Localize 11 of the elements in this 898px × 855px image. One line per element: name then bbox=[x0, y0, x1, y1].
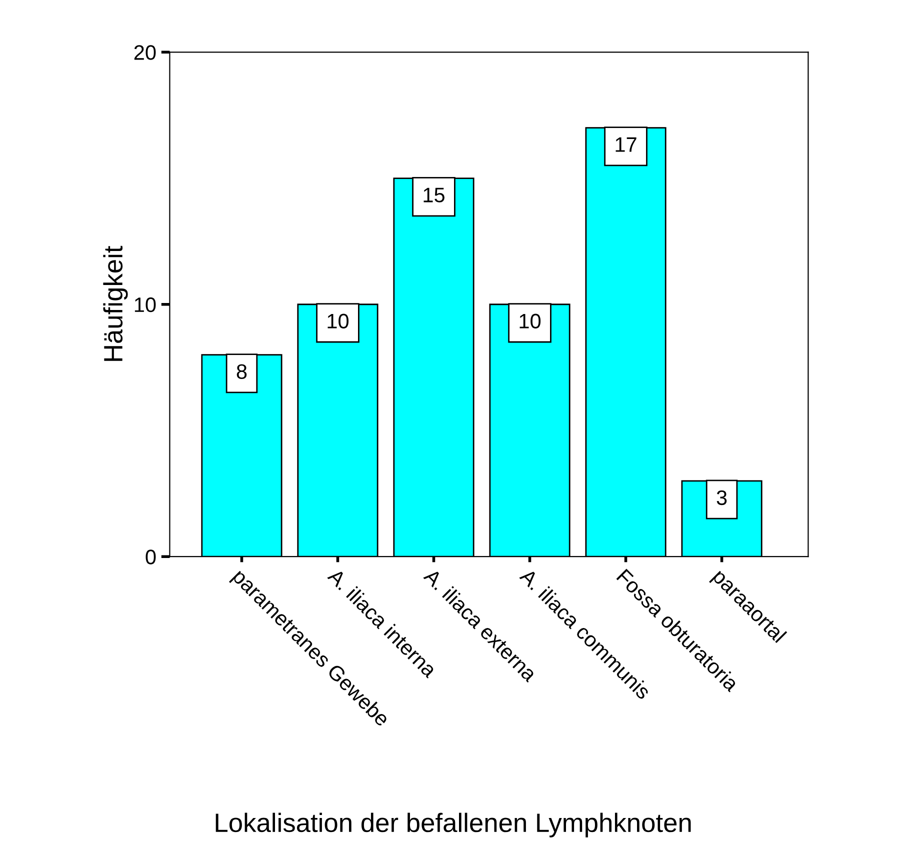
data-label: 10 bbox=[520, 314, 541, 329]
data-label: 8 bbox=[236, 364, 247, 379]
data-label: 17 bbox=[616, 137, 636, 152]
data-label: 15 bbox=[424, 188, 444, 202]
x-axis-title: Lokalisation der befallenen Lymphknoten bbox=[216, 812, 691, 838]
y-tick-label: 0 bbox=[146, 550, 156, 564]
data-label: 3 bbox=[716, 490, 727, 506]
y-tick-label: 20 bbox=[134, 45, 156, 60]
data-label: 10 bbox=[328, 314, 349, 329]
y-axis-title: Häufigkeit bbox=[103, 246, 128, 361]
y-tick-label: 10 bbox=[134, 297, 156, 312]
